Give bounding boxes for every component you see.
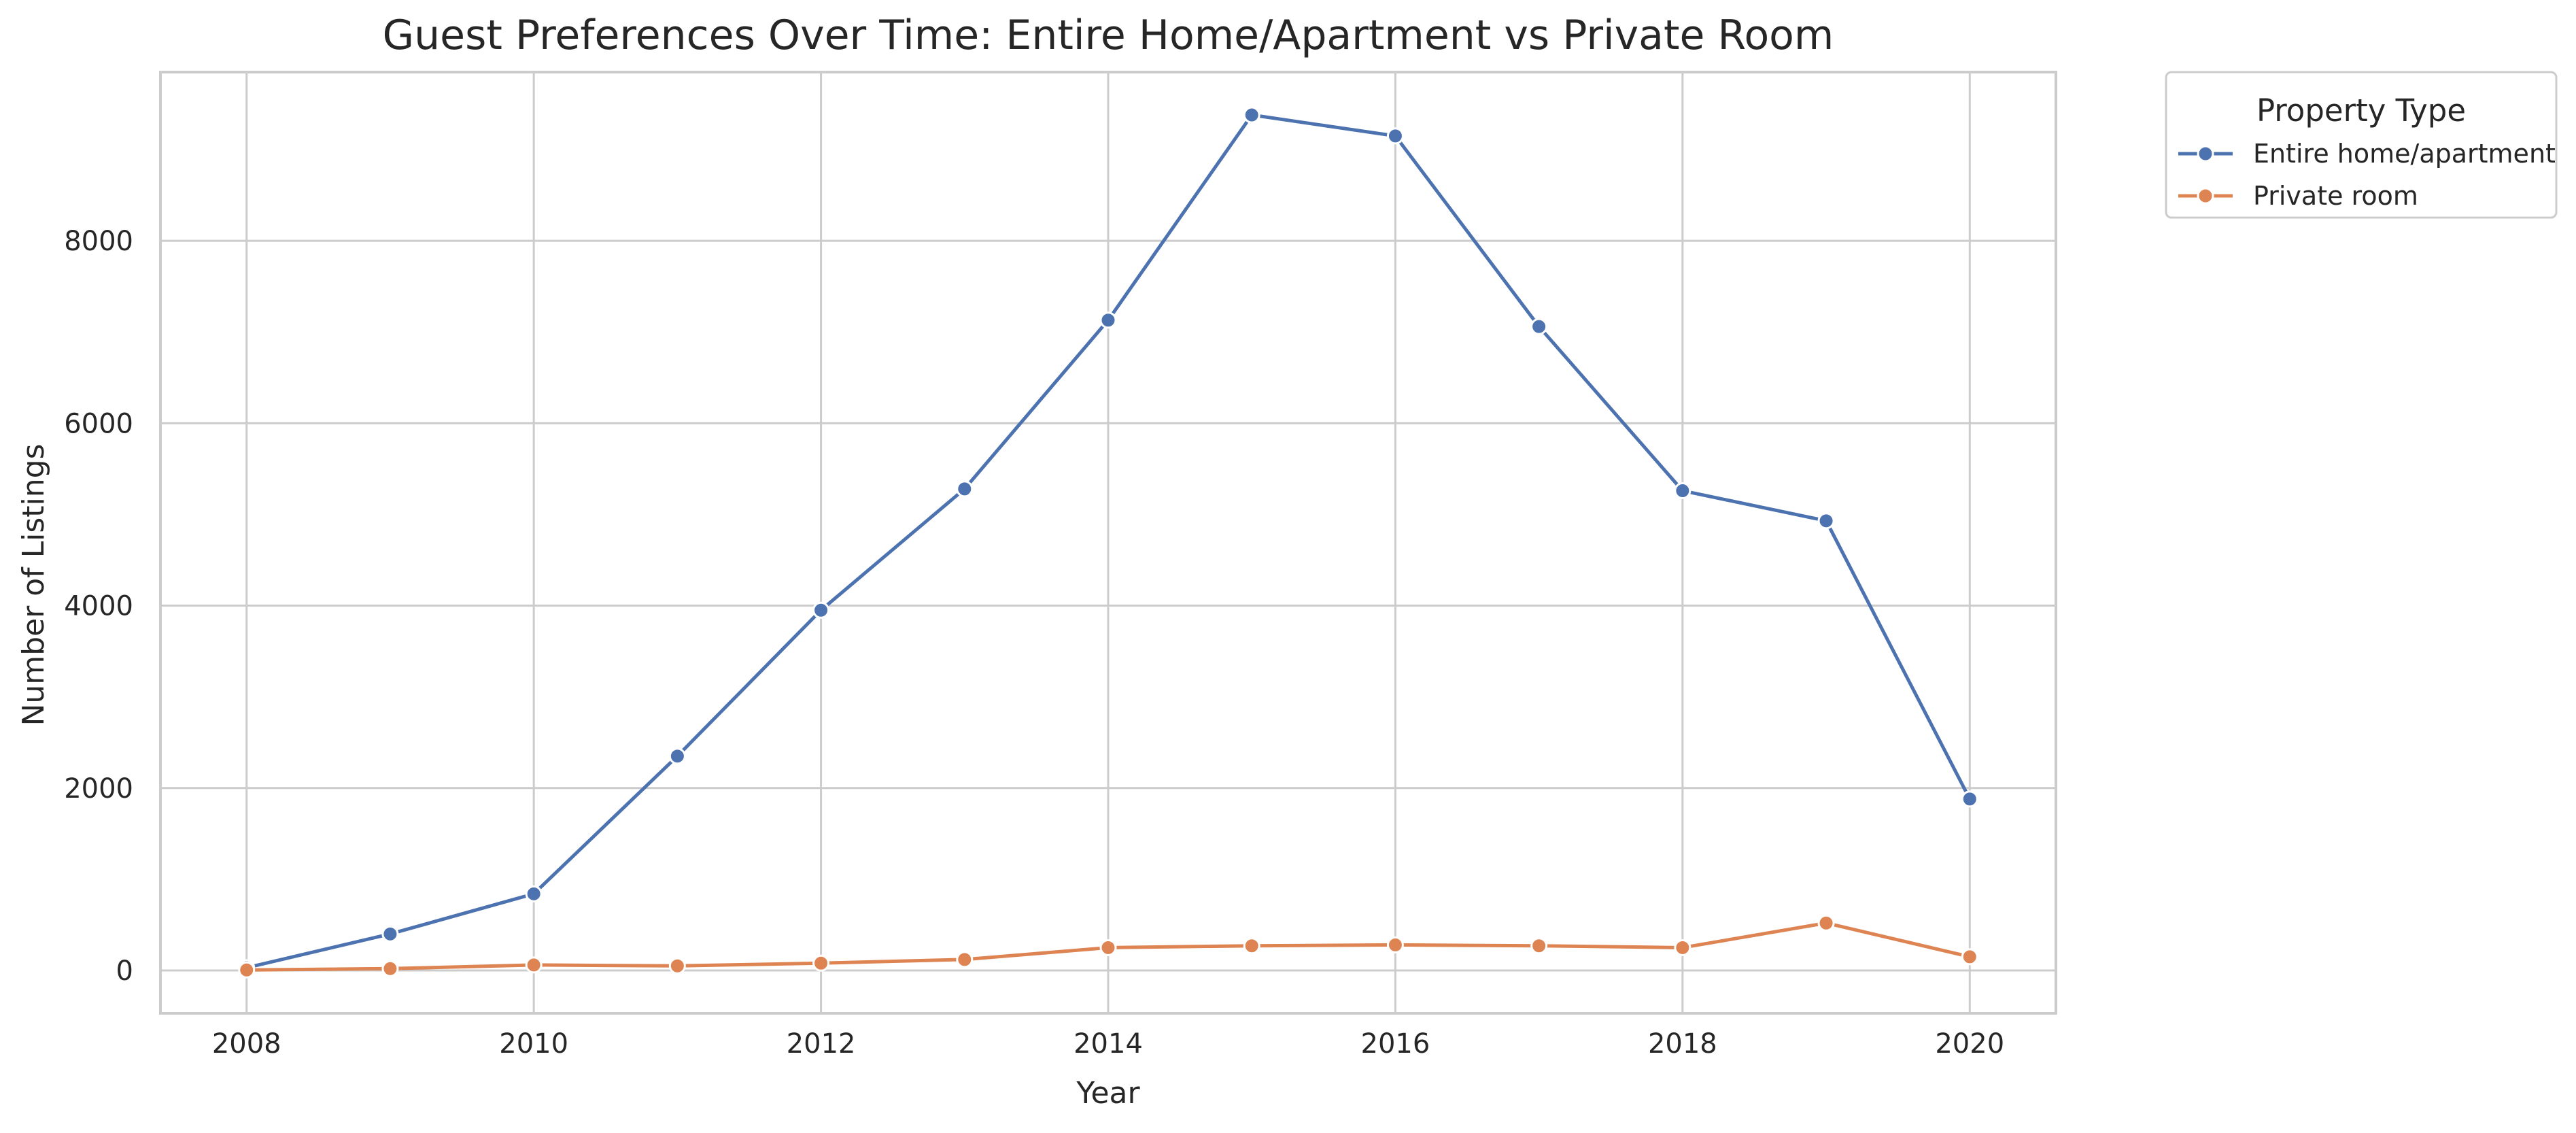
y-tick-label-8000: 8000 bbox=[64, 226, 133, 257]
x-grid bbox=[245, 72, 1971, 1013]
series-private-room bbox=[238, 914, 1978, 979]
x-tick-label-2010: 2010 bbox=[499, 1028, 568, 1060]
legend-label-private-room: Private room bbox=[2253, 181, 2418, 211]
y-grid bbox=[160, 239, 2056, 972]
data-point-private-room-2012 bbox=[812, 954, 830, 972]
data-point-private-room-2010 bbox=[525, 956, 543, 974]
data-point-entire-home-apartment-2014 bbox=[1099, 311, 1117, 329]
legend-swatch-marker-entire-home-apartment bbox=[2197, 145, 2214, 163]
data-point-entire-home-apartment-2010 bbox=[525, 885, 543, 902]
data-point-private-room-2017 bbox=[1530, 937, 1548, 955]
data-point-private-room-2009 bbox=[381, 960, 399, 977]
y-axis-label: Number of Listings bbox=[16, 443, 51, 726]
chart-title: Guest Preferences Over Time: Entire Home… bbox=[383, 12, 1834, 59]
data-point-private-room-2015 bbox=[1243, 937, 1260, 955]
data-point-private-room-2008 bbox=[238, 961, 256, 979]
x-tick-label-2008: 2008 bbox=[212, 1028, 281, 1060]
data-point-entire-home-apartment-2015 bbox=[1243, 106, 1260, 124]
legend-items: Entire home/apartment Private room bbox=[2178, 139, 2556, 211]
data-point-private-room-2013 bbox=[956, 951, 974, 968]
y-tick-label-0: 0 bbox=[116, 956, 133, 987]
x-tick-label-2012: 2012 bbox=[787, 1028, 856, 1060]
data-point-entire-home-apartment-2012 bbox=[812, 601, 830, 619]
legend-item-entire-home-apartment: Entire home/apartment bbox=[2178, 139, 2556, 169]
data-point-entire-home-apartment-2020 bbox=[1961, 790, 1978, 808]
data-point-private-room-2014 bbox=[1099, 938, 1117, 956]
legend-item-private-room: Private room bbox=[2178, 181, 2418, 211]
x-tick-label-2018: 2018 bbox=[1648, 1028, 1717, 1060]
legend: Property Type Entire home/apartment Priva… bbox=[2165, 71, 2558, 219]
data-point-private-room-2011 bbox=[668, 957, 686, 975]
data-point-private-room-2019 bbox=[1817, 914, 1835, 932]
x-tick-label-2014: 2014 bbox=[1074, 1028, 1143, 1060]
data-point-private-room-2020 bbox=[1961, 948, 1978, 966]
data-point-private-room-2016 bbox=[1386, 936, 1404, 953]
y-tick-label-6000: 6000 bbox=[64, 408, 133, 439]
x-tick-label-2016: 2016 bbox=[1361, 1028, 1430, 1060]
legend-box bbox=[2165, 71, 2558, 219]
data-point-entire-home-apartment-2017 bbox=[1530, 318, 1548, 335]
data-point-entire-home-apartment-2016 bbox=[1386, 127, 1404, 145]
plot-frame bbox=[159, 71, 2057, 1015]
data-point-entire-home-apartment-2018 bbox=[1674, 482, 1691, 500]
legend-title: Property Type bbox=[2256, 92, 2466, 129]
data-point-private-room-2018 bbox=[1674, 938, 1691, 956]
series-layer bbox=[238, 106, 1978, 979]
data-point-entire-home-apartment-2009 bbox=[381, 925, 399, 943]
y-tick-label-4000: 4000 bbox=[64, 591, 133, 622]
data-point-entire-home-apartment-2013 bbox=[956, 480, 974, 498]
legend-swatch-marker-private-room bbox=[2197, 187, 2214, 205]
x-tick-labels: 2008 2010 2012 2014 2016 2018 2020 bbox=[212, 1028, 2004, 1060]
series-entire-home-apartment bbox=[238, 106, 1978, 977]
data-point-entire-home-apartment-2019 bbox=[1817, 512, 1835, 530]
y-tick-label-2000: 2000 bbox=[64, 773, 133, 805]
x-tick-label-2020: 2020 bbox=[1935, 1028, 2004, 1060]
data-point-entire-home-apartment-2011 bbox=[668, 747, 686, 765]
x-axis-label: Year bbox=[1076, 1076, 1140, 1111]
legend-label-entire-home-apartment: Entire home/apartment bbox=[2253, 139, 2556, 169]
y-tick-labels: 0 2000 4000 6000 8000 bbox=[64, 226, 133, 987]
